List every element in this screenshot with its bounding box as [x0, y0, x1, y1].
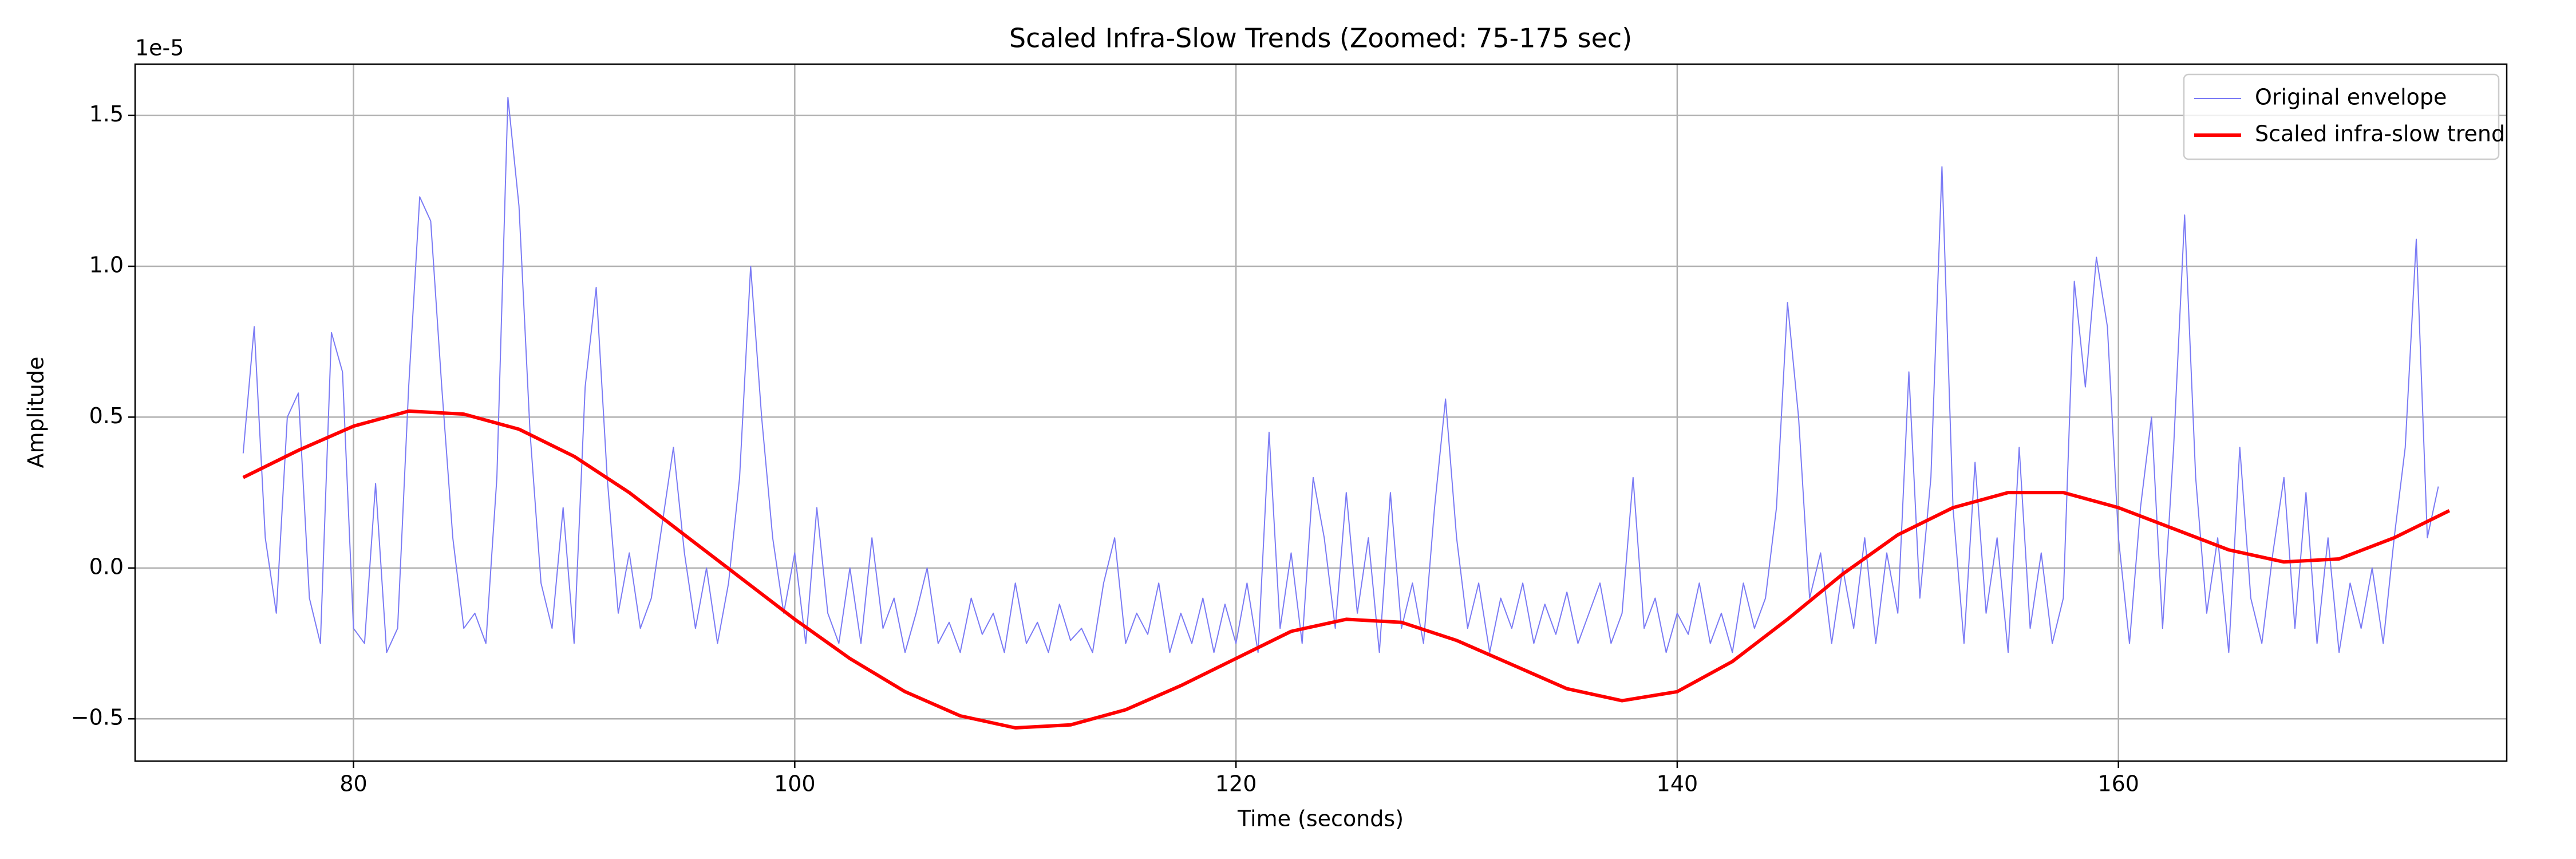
- legend-label: Original envelope: [2255, 85, 2447, 110]
- chart-title: Scaled Infra-Slow Trends (Zoomed: 75-175…: [1009, 23, 1632, 54]
- legend-label: Scaled infra-slow trend: [2255, 121, 2505, 147]
- x-tick-label: 120: [1215, 771, 1257, 797]
- x-axis-label: Time (seconds): [1237, 806, 1404, 832]
- data-line: [242, 97, 2439, 653]
- legend-box: [2183, 73, 2500, 160]
- y-offset-label: 1e-5: [135, 36, 184, 61]
- x-tick-label: 160: [2097, 771, 2139, 797]
- x-tick-label: 80: [339, 771, 367, 797]
- x-tick-label: 140: [1657, 771, 1698, 797]
- y-tick-label: 0.0: [89, 554, 124, 579]
- axes-frame: [134, 63, 2508, 762]
- y-tick-label: 0.5: [89, 403, 124, 428]
- y-tick-label: 1.0: [89, 252, 124, 277]
- x-tick-label: 100: [774, 771, 816, 797]
- y-tick-label: 1.5: [89, 101, 124, 127]
- data-line: [242, 409, 2451, 730]
- y-tick-label: −0.5: [71, 705, 124, 730]
- y-axis-label: Amplitude: [23, 357, 49, 468]
